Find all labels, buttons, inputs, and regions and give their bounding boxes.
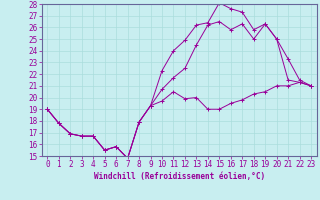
X-axis label: Windchill (Refroidissement éolien,°C): Windchill (Refroidissement éolien,°C) bbox=[94, 172, 265, 181]
